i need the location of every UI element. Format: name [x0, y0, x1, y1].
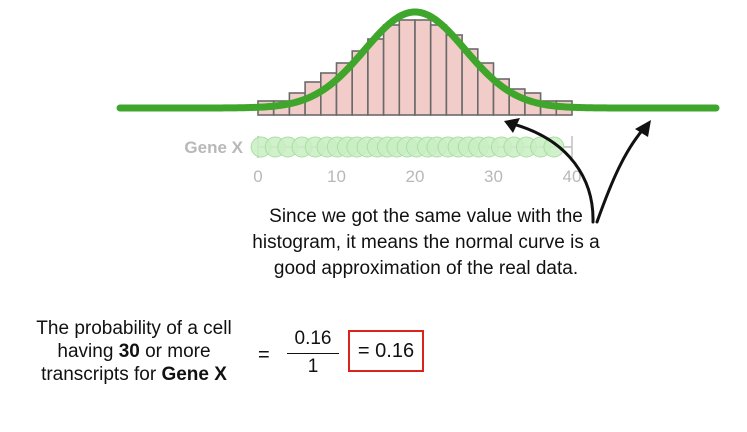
probability-text-or-more: or more	[139, 341, 211, 362]
histogram-bar-10	[398, 19, 416, 116]
histogram-bar-9	[382, 24, 401, 116]
normal-curve	[116, 8, 720, 112]
histogram-bar-11	[414, 19, 432, 116]
x-tick-label-1: 0	[253, 167, 262, 186]
probability-text-transcripts: transcripts for	[41, 364, 162, 385]
probability-statement: The probability of a cell having 30 or m…	[16, 317, 252, 386]
probability-line-2: having 30 or more	[16, 340, 252, 363]
explanation-text: Since we got the same value with the his…	[236, 204, 616, 282]
probability-text-having: having	[57, 341, 119, 362]
explanation-line-2: histogram, it means the normal curve is …	[252, 232, 600, 253]
x-tick-label-5: 40	[563, 167, 582, 186]
arrow-to-histogram	[511, 122, 595, 224]
arrow-to-histogram-head	[504, 118, 520, 133]
axis-label-gene-x: Gene X	[184, 138, 243, 157]
histogram-bar-8	[367, 38, 385, 116]
fraction-numerator: 0.16	[287, 327, 339, 354]
fraction: 0.16 1	[287, 327, 339, 379]
fraction-denominator: 1	[307, 356, 319, 377]
probability-line-3: transcripts for Gene X	[16, 363, 252, 386]
x-tick-label-3: 20	[406, 167, 425, 186]
result-box: = 0.16	[348, 330, 424, 372]
data-point-27	[543, 136, 565, 158]
x-tick-label-2: 10	[327, 167, 346, 186]
threshold-value: 30	[118, 341, 140, 362]
probability-line-1: The probability of a cell	[36, 318, 232, 339]
histogram-bar-12	[429, 24, 448, 116]
explanation-line-3: good approximation of the real data.	[273, 258, 579, 279]
explanation-line-1: Since we got the same value with the	[269, 206, 583, 227]
gene-name: Gene X	[161, 364, 227, 385]
equals-sign: =	[258, 344, 270, 366]
x-tick-label-4: 30	[484, 167, 503, 186]
arrow-to-curve	[595, 125, 647, 224]
arrow-to-curve-head	[635, 120, 651, 137]
